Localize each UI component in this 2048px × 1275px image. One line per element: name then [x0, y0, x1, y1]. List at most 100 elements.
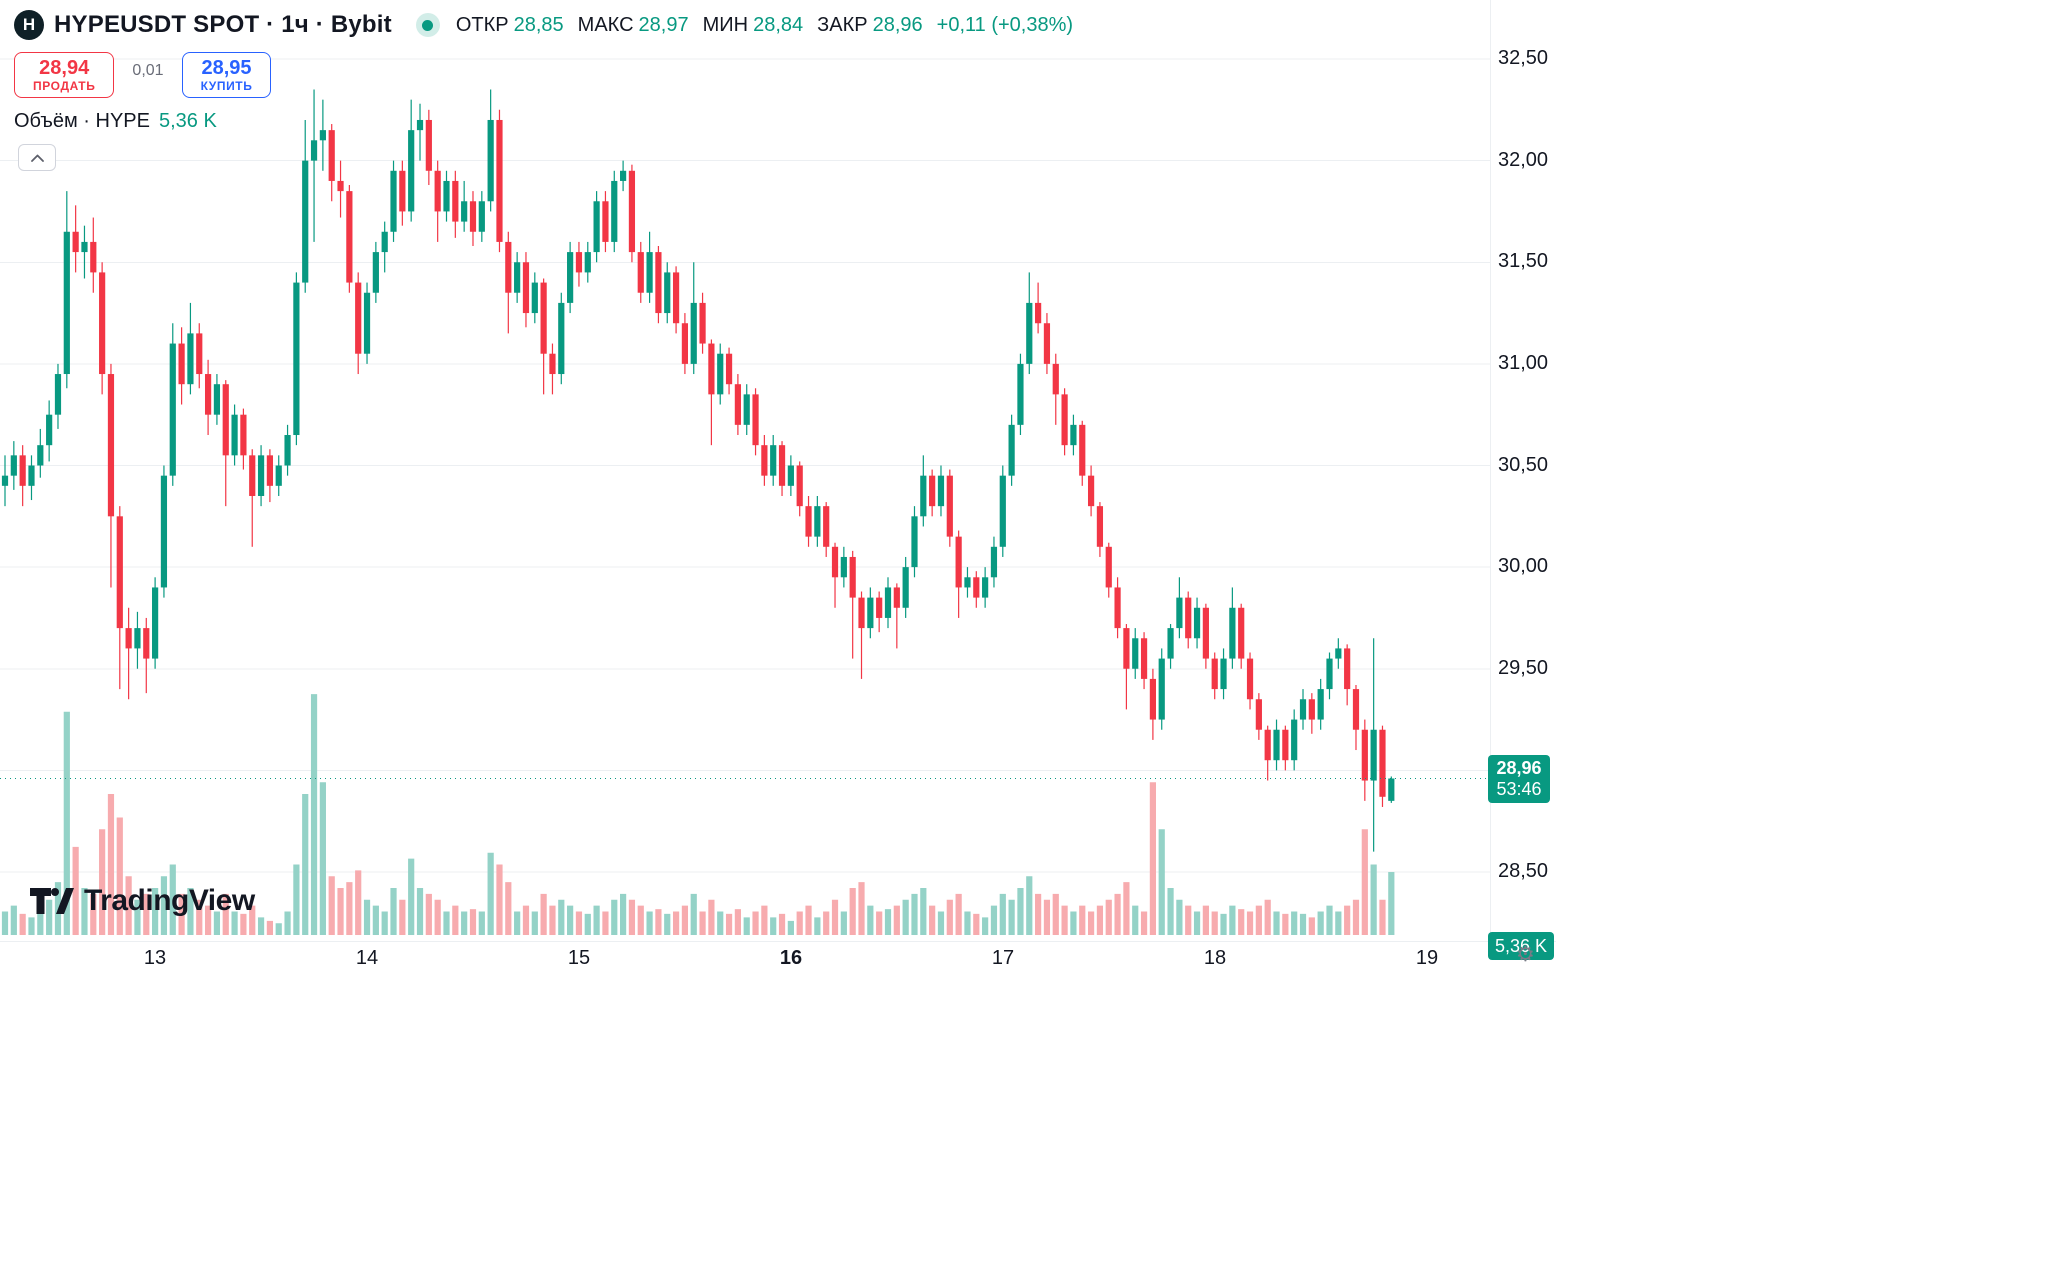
symbol-title[interactable]: HYPEUSDT SPOT · 1ч · Bybit — [54, 11, 392, 38]
market-open-dot-icon — [422, 19, 434, 31]
candle-body — [964, 577, 971, 588]
candle-body — [478, 201, 485, 232]
price-tick: 30,50 — [1498, 453, 1549, 476]
volume-bar — [1273, 911, 1280, 935]
candle-body — [787, 465, 794, 486]
volume-bar — [152, 888, 159, 935]
price-axis[interactable]: 32,50 32,00 31,50 31,00 30,50 30,00 29,50 28,50 — [1490, 0, 1610, 975]
candle-body — [1317, 689, 1324, 720]
buy-label: КУПИТЬ — [200, 78, 253, 93]
candle-body — [1255, 699, 1262, 730]
candle-body — [1299, 699, 1307, 720]
open-value: 28,85 — [513, 13, 564, 36]
candle-body — [213, 384, 221, 415]
volume-bar — [867, 905, 874, 936]
candle-body — [514, 262, 521, 293]
candle-body — [796, 465, 803, 507]
candle-body — [99, 272, 106, 375]
volume-bar — [37, 909, 44, 935]
time-tick: 13 — [143, 947, 167, 969]
tradingview-logo[interactable]: TradingView — [30, 884, 255, 918]
candle-body — [310, 140, 318, 161]
volume-bar — [266, 920, 273, 935]
volume-bar — [231, 911, 238, 935]
volume-bar — [1158, 829, 1165, 935]
volume-bar — [1114, 893, 1121, 936]
candle-body — [540, 282, 547, 354]
volume-bar — [1043, 899, 1051, 935]
candle-body — [231, 414, 238, 456]
low-value: 28,84 — [753, 13, 804, 36]
close-value: 28,96 — [872, 13, 923, 36]
sell-button[interactable]: 28,94 ПРОДАТЬ — [14, 52, 115, 98]
volume-bar — [99, 829, 106, 935]
candle-body — [1220, 658, 1227, 690]
candle-body — [257, 455, 265, 496]
volume-bar — [1008, 899, 1015, 935]
candle-body — [1185, 597, 1192, 639]
candle-body — [646, 252, 653, 293]
volume-bar — [567, 905, 574, 936]
candle-body — [575, 252, 583, 273]
candle-body — [805, 506, 812, 537]
candle-body — [1326, 658, 1333, 690]
price-tick: 29,50 — [1498, 656, 1549, 679]
volume-bar — [399, 899, 406, 935]
candle-body — [823, 506, 830, 547]
axis-settings-gear-icon[interactable]: ⚙ — [1516, 943, 1535, 966]
time-tick: 14 — [355, 947, 379, 969]
volume-bar — [637, 905, 644, 936]
candle-body — [328, 130, 335, 181]
candle-body — [293, 282, 300, 436]
ohlc-readout: ОТКР 28,85 МАКС 28,97 МИН 28,84 ЗАКР 28,96 +… — [456, 14, 1073, 37]
candle-body — [416, 119, 424, 131]
volume-bar — [346, 882, 353, 936]
high-value: 28,97 — [638, 13, 689, 36]
candle-body — [929, 475, 936, 507]
buy-button[interactable]: 28,95 КУПИТЬ — [181, 52, 272, 98]
candlestick-chart[interactable] — [0, 0, 1490, 975]
candle-body — [1352, 689, 1360, 730]
time-axis[interactable]: 13 14 15 16 17 18 19 — [0, 941, 1556, 977]
volume-bar — [1026, 876, 1033, 935]
volume-bar — [955, 893, 962, 936]
candle-body — [1087, 475, 1095, 507]
candle-body — [522, 262, 530, 314]
volume-bar — [1282, 913, 1289, 935]
volume-bar — [628, 899, 636, 935]
candle-body — [408, 130, 415, 212]
candle-body — [487, 119, 494, 202]
volume-bar — [805, 905, 812, 936]
volume-bar — [902, 899, 909, 935]
volume-bar — [611, 899, 618, 935]
volume-bar — [1326, 905, 1333, 936]
candle-body — [10, 455, 17, 476]
volume-bar — [831, 899, 839, 935]
volume-bar — [761, 905, 768, 936]
candle-body — [1308, 699, 1315, 720]
candle-body — [434, 170, 441, 212]
candle-body — [593, 201, 600, 253]
candle-body — [1132, 638, 1139, 669]
volume-bar — [46, 899, 53, 935]
candle-body — [284, 435, 291, 466]
volume-bar — [257, 917, 265, 936]
volume-bar — [496, 864, 503, 935]
legend-collapse-button[interactable] — [18, 144, 56, 171]
volume-bar — [814, 917, 821, 936]
volume-bar — [1352, 899, 1360, 935]
volume-bar — [690, 893, 697, 936]
volume-bar — [672, 911, 680, 935]
candle-body — [1096, 506, 1104, 547]
price-tick: 28,50 — [1498, 860, 1549, 882]
candle-body — [1229, 607, 1236, 659]
volume-bar — [240, 913, 247, 935]
volume-bar — [416, 888, 424, 935]
volume-bar — [946, 899, 953, 935]
volume-bar — [275, 923, 282, 935]
candle-body — [982, 577, 989, 598]
candle-body — [655, 252, 662, 314]
volume-bar — [743, 917, 750, 936]
candle-body — [549, 353, 556, 375]
volume-bar — [1388, 872, 1395, 935]
